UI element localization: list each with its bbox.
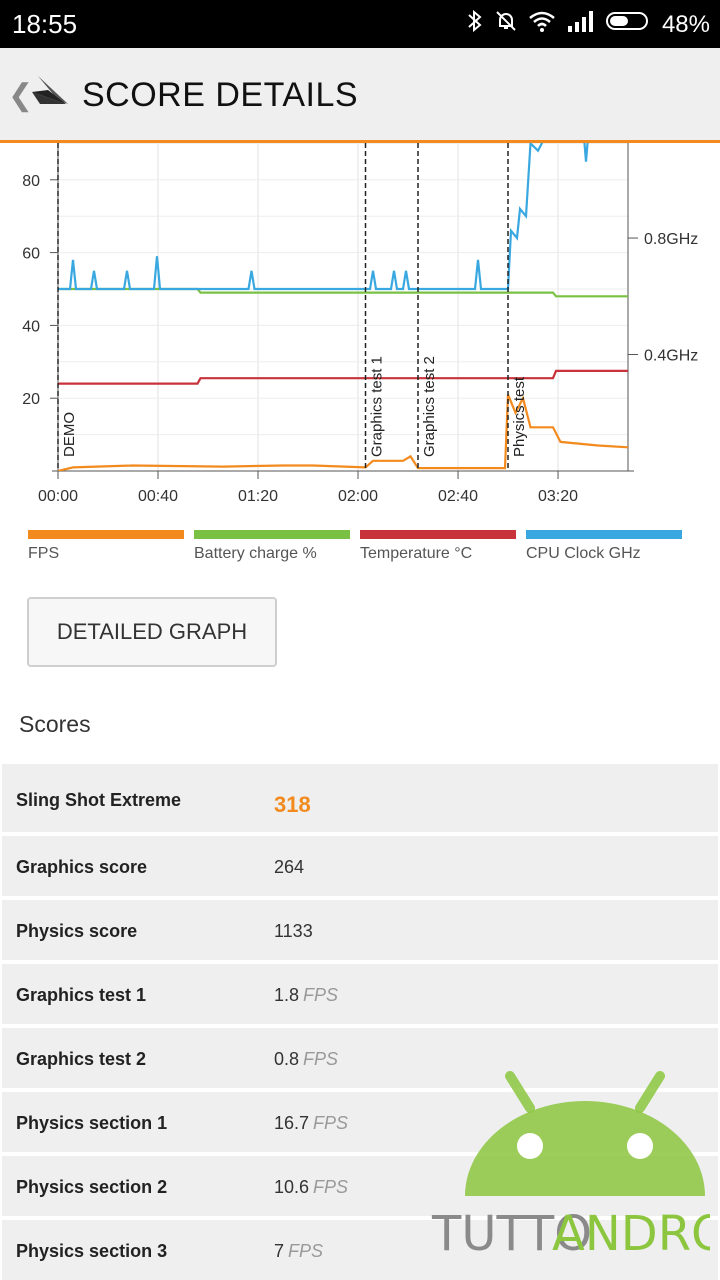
status-bar: 18:55 48% xyxy=(0,0,720,48)
detailed-graph-button[interactable]: DETAILED GRAPH xyxy=(27,597,277,667)
score-value: 16.7 xyxy=(274,1113,310,1133)
score-row-graphics-score: Graphics score 264 xyxy=(2,836,718,896)
score-value-group: 0.8 FPS xyxy=(274,1049,338,1070)
score-row-sling-shot-extreme: Sling Shot Extreme 318 xyxy=(2,764,718,832)
watermark-text-1: TUTTO xyxy=(431,1206,592,1258)
y-tick-label-right: 0.4GHz xyxy=(644,348,698,365)
score-name: Physics section 2 xyxy=(16,1177,168,1197)
score-value: 264 xyxy=(274,857,305,877)
score-value: 1133 xyxy=(274,921,313,941)
y-tick-label-left: 20 xyxy=(22,391,40,408)
app-bar: ❮ SCORE DETAILS xyxy=(0,48,720,143)
score-unit: FPS xyxy=(303,985,339,1005)
phase-marker-label: DEMO xyxy=(61,412,78,457)
y-tick-label-left: 40 xyxy=(22,318,40,335)
y-tick-label-left: 60 xyxy=(22,246,40,263)
score-name: Graphics test 1 xyxy=(16,985,147,1005)
signal-icon xyxy=(566,10,596,39)
page-title: SCORE DETAILS xyxy=(82,76,359,114)
battery-icon xyxy=(605,10,652,39)
phase-marker-label: Physics test xyxy=(511,376,528,457)
x-tick-label: 00:00 xyxy=(38,488,78,505)
battery-percent: 48% xyxy=(661,10,710,38)
y-tick-label-left: 80 xyxy=(22,173,40,190)
3dmark-logo-icon xyxy=(28,70,72,119)
score-value: 318 xyxy=(274,792,311,817)
legend-swatch-fps xyxy=(28,530,184,539)
score-value-group: 10.6 FPS xyxy=(274,1177,348,1198)
legend-item-battery: Battery charge % xyxy=(194,530,350,563)
score-value-group: 7 FPS xyxy=(274,1241,323,1262)
legend-item-temperature: Temperature °C xyxy=(360,530,516,563)
score-row-graphics-test-2: Graphics test 2 0.8 FPS xyxy=(2,1028,718,1088)
score-name: Graphics test 2 xyxy=(16,1049,147,1069)
legend-swatch-temperature xyxy=(360,530,516,539)
scores-heading: Scores xyxy=(19,711,91,737)
bluetooth-icon xyxy=(466,9,484,40)
score-name: Graphics score xyxy=(16,857,148,877)
score-name: Physics score xyxy=(16,921,138,941)
bell-muted-icon xyxy=(494,9,518,40)
x-tick-label: 02:40 xyxy=(438,488,478,505)
score-name: Sling Shot Extreme xyxy=(16,790,182,810)
fps-line xyxy=(58,394,628,471)
score-name: Physics section 3 xyxy=(16,1241,168,1261)
phase-marker-label: Graphics test 1 xyxy=(369,356,386,457)
legend-label-cpu-clock: CPU Clock GHz xyxy=(526,545,641,562)
y-tick-label-right: 0.8GHz xyxy=(644,231,698,248)
legend-label-temperature: Temperature °C xyxy=(360,545,473,562)
phase-marker-label: Graphics test 2 xyxy=(421,356,438,457)
chart-legend: FPS Battery charge % Temperature °C CPU … xyxy=(28,530,692,563)
score-name: Physics section 1 xyxy=(16,1113,168,1133)
score-unit: FPS xyxy=(313,1177,349,1197)
score-unit: FPS xyxy=(313,1113,349,1133)
android-logo-icon: TUTTO ANDROID xyxy=(431,1071,720,1262)
legend-item-fps: FPS xyxy=(28,530,184,563)
chevron-left-icon[interactable]: ❮ xyxy=(8,79,34,112)
legend-label-battery: Battery charge % xyxy=(194,545,317,562)
legend-swatch-battery xyxy=(194,530,350,539)
performance-chart: 00:00 00:40 01:20 02:00 02:40 03:20 80 60 40 20 0.… xyxy=(22,143,698,505)
wifi-icon xyxy=(528,10,556,39)
x-tick-label: 02:00 xyxy=(338,488,378,505)
score-value: 7 xyxy=(274,1241,285,1261)
score-value: 1.8 xyxy=(274,985,300,1005)
score-value-group: 16.7 FPS xyxy=(274,1113,348,1134)
score-unit: FPS xyxy=(288,1241,324,1261)
x-tick-label: 00:40 xyxy=(138,488,178,505)
status-icons: 48% xyxy=(466,9,710,40)
score-value: 0.8 xyxy=(274,1049,300,1069)
score-row-physics-score: Physics score 1133 xyxy=(2,900,718,960)
score-unit: FPS xyxy=(303,1049,339,1069)
legend-swatch-cpu-clock xyxy=(526,530,682,539)
x-tick-label: 01:20 xyxy=(238,488,278,505)
watermark: TUTTO ANDROID xyxy=(430,1068,720,1263)
score-row-graphics-test-1: Graphics test 1 1.8 FPS xyxy=(2,964,718,1024)
x-tick-label: 03:20 xyxy=(538,488,578,505)
cpu-clock-line xyxy=(58,143,589,291)
temperature-line xyxy=(58,369,628,385)
score-value: 10.6 xyxy=(274,1177,310,1197)
score-row-physics-section-3: Physics section 3 7 FPS xyxy=(2,1220,718,1280)
watermark-text-2: ANDROID xyxy=(552,1206,710,1258)
status-time: 18:55 xyxy=(12,9,78,39)
legend-item-cpu-clock: CPU Clock GHz xyxy=(526,530,682,563)
legend-label-fps: FPS xyxy=(28,545,60,562)
score-value-group: 1.8 FPS xyxy=(274,985,338,1006)
